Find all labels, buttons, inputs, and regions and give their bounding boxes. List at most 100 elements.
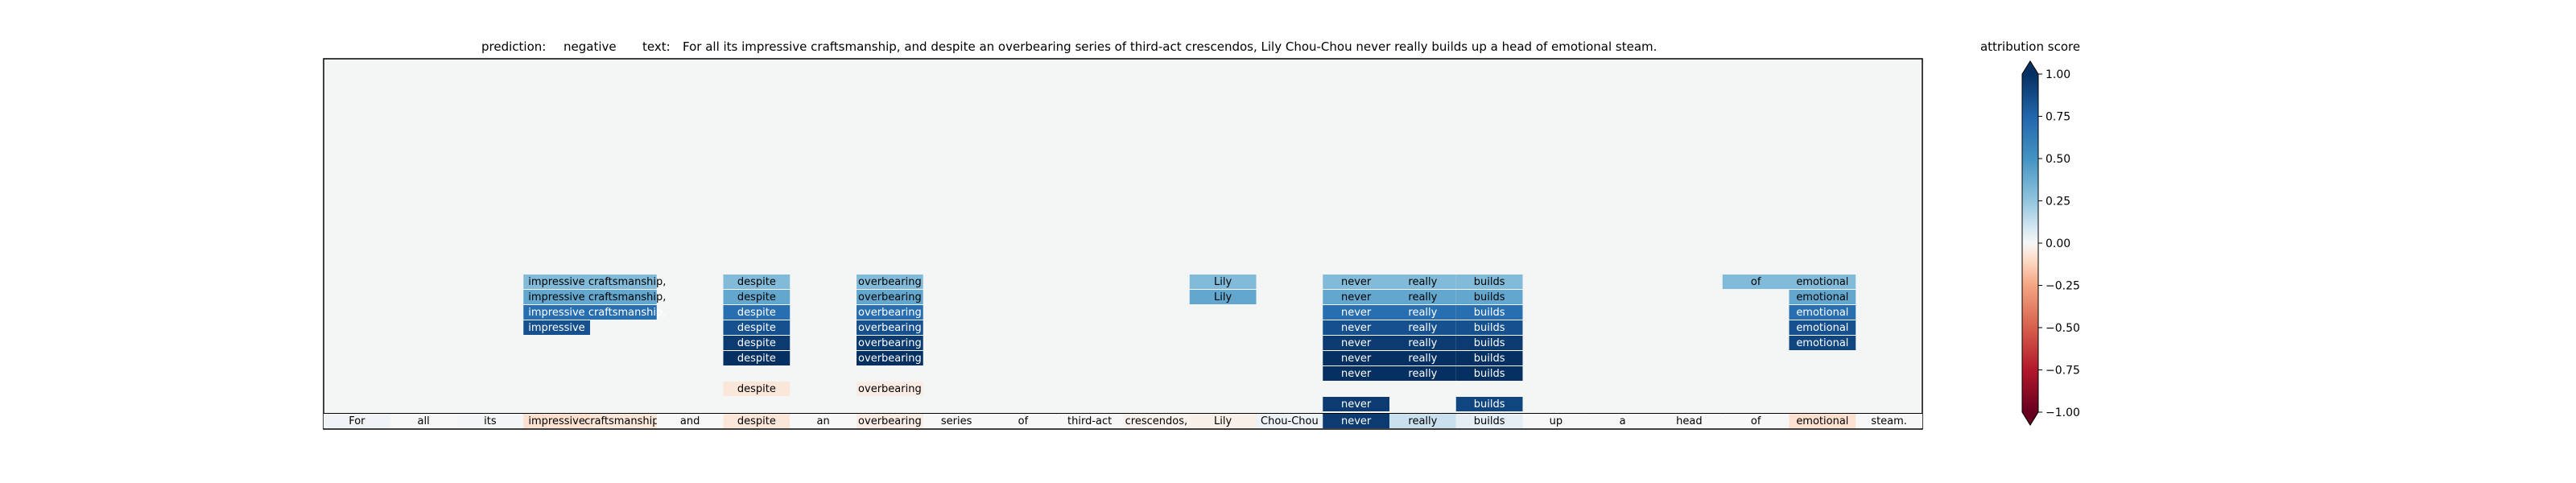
colorbar-tick-label: 1.00: [2046, 68, 2070, 81]
token-label: steam.: [1871, 415, 1907, 427]
attribution-cell-label: builds: [1474, 368, 1505, 380]
token-label: craftsmanship,: [584, 415, 663, 427]
attribution-cell: [1455, 351, 1523, 365]
attribution-cell: [523, 290, 657, 304]
attribution-cell-label: emotional: [1796, 322, 1848, 334]
attribution-cell-label: impressive: [528, 322, 584, 334]
attribution-cell: [1455, 275, 1523, 289]
colorbar-max-extension: [2022, 61, 2038, 74]
attribution-cell-label: builds: [1474, 276, 1505, 288]
attribution-cell: [1323, 397, 1389, 411]
attribution-cell-label: despite: [737, 322, 776, 334]
colorbar-tick-label: 0.25: [2046, 196, 2070, 208]
colorbar: 1.00 0.75 0.50 0.25 0.00 −0.25 −0.50 −0.75 −1.00: [2021, 60, 2080, 426]
token-label: overbearing: [858, 415, 922, 427]
attribution-cell: [1389, 336, 1456, 350]
attribution-cell-label: overbearing: [858, 353, 922, 365]
attribution-cell: [1455, 366, 1523, 381]
token-label: Lily: [1214, 415, 1232, 427]
attribution-cell-label: builds: [1474, 353, 1505, 365]
attribution-cell: [1455, 290, 1523, 304]
token-cell: [1056, 414, 1123, 428]
attribution-cell-label: never: [1341, 291, 1372, 303]
colorbar-tick-label: 0.75: [2046, 111, 2070, 124]
attribution-cell: [1389, 320, 1456, 335]
attribution-cell-label: really: [1408, 368, 1437, 380]
attribution-cell: [857, 336, 923, 350]
attribution-cell: [1455, 336, 1523, 350]
attribution-cell: [1789, 320, 1856, 335]
attribution-cell: [1323, 290, 1389, 304]
colorbar-tick-label: −0.50: [2046, 322, 2080, 335]
attribution-cell-label: never: [1341, 322, 1372, 334]
attribution-cell: [523, 320, 590, 335]
attribution-cell: [1455, 320, 1523, 335]
colorbar-min-extension: [2022, 412, 2038, 425]
attribution-cell: [1389, 290, 1456, 304]
attribution-cell: [723, 351, 791, 365]
attribution-cell-label: never: [1341, 398, 1372, 411]
token-label: really: [1408, 415, 1437, 427]
attribution-cell: [723, 290, 791, 304]
attribution-cell: [1455, 397, 1523, 411]
attribution-cell-label: really: [1408, 307, 1437, 319]
attribution-cell-label: emotional: [1796, 276, 1848, 288]
attribution-cell-label: emotional: [1796, 291, 1848, 303]
attribution-cell: [1189, 290, 1257, 304]
token-cell: [523, 414, 590, 428]
attribution-cell-label: emotional: [1796, 337, 1848, 349]
attribution-cell-label: despite: [737, 276, 776, 288]
attribution-cell-label: never: [1341, 276, 1372, 288]
text-label: text:: [642, 39, 671, 54]
attribution-cell: [1722, 275, 1790, 289]
attribution-cell: [1323, 336, 1389, 350]
token-cell: [1323, 414, 1389, 428]
attribution-cell-label: never: [1341, 368, 1372, 380]
attribution-cell: [1323, 320, 1389, 335]
token-label: crescendos,: [1125, 415, 1187, 427]
attribution-cell: [723, 275, 791, 289]
attribution-cell-label: never: [1341, 353, 1372, 365]
token-cell: [1455, 414, 1523, 428]
attribution-cell-label: builds: [1474, 307, 1505, 319]
attribution-cell-label: despite: [737, 307, 776, 319]
token-label: head: [1676, 415, 1702, 427]
attribution-cell-label: Lily: [1214, 291, 1232, 303]
attribution-cell-label: builds: [1474, 337, 1505, 349]
colorbar-tick-label: 0.00: [2046, 237, 2070, 250]
attribution-cell-label: overbearing: [858, 276, 922, 288]
token-label: of: [1018, 415, 1029, 427]
attribution-cell: [1789, 290, 1856, 304]
attribution-cell: [723, 305, 791, 320]
token-cell: [456, 414, 524, 428]
prediction-value: negative: [564, 39, 617, 54]
token-cell: [656, 414, 724, 428]
span-cells: impressive craftsmanship, impressive craf…: [523, 275, 1856, 411]
token-cell: [923, 414, 990, 428]
attribution-cell-label: builds: [1474, 398, 1505, 411]
attribution-cell-label: really: [1408, 322, 1437, 334]
colorbar-tick-label: 0.50: [2046, 153, 2070, 166]
token-cell: [857, 414, 923, 428]
token-label: its: [484, 415, 497, 427]
token-label: third-act: [1067, 415, 1112, 427]
token-cell: [1522, 414, 1590, 428]
token-label: and: [680, 415, 700, 427]
token-label: up: [1550, 415, 1563, 427]
attribution-cell: [857, 290, 923, 304]
attribution-cell-label: builds: [1474, 291, 1505, 303]
attribution-cell-label: despite: [737, 383, 776, 395]
attribution-cell-label: overbearing: [858, 291, 922, 303]
colorbar-gradient: [2022, 74, 2038, 412]
colorbar-tick-label: −1.00: [2046, 407, 2080, 419]
token-cell: [1722, 414, 1790, 428]
attribution-cell: [1389, 351, 1456, 365]
token-cell: [790, 414, 857, 428]
attribution-cell: [723, 336, 791, 350]
token-cell: [989, 414, 1057, 428]
token-label: builds: [1474, 415, 1505, 427]
token-cell: [1589, 414, 1656, 428]
attribution-cell: [1323, 305, 1389, 320]
token-label: of: [1751, 415, 1761, 427]
